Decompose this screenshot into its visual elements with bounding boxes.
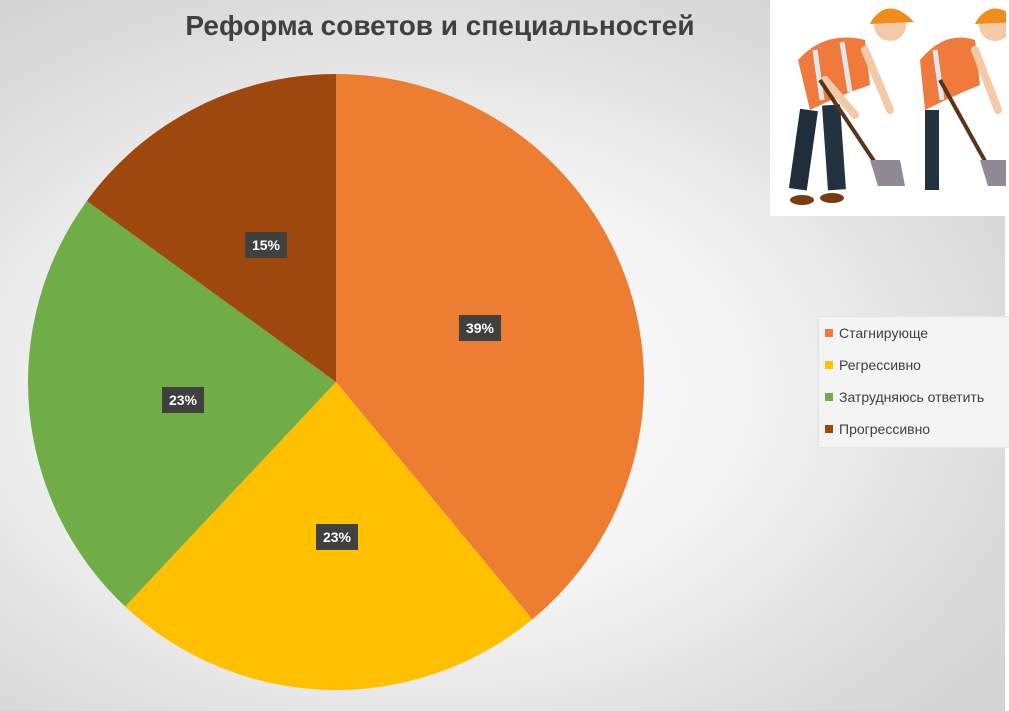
worker-figure xyxy=(788,8,914,205)
legend-label: Прогрессивно xyxy=(839,421,931,437)
legend-label: Регрессивно xyxy=(839,357,921,373)
data-label-text: 15% xyxy=(252,237,281,253)
data-label-text: 39% xyxy=(466,320,495,336)
legend-item: Прогрессивно xyxy=(819,413,1009,445)
data-label: 39% xyxy=(459,315,501,341)
legend-swatch xyxy=(825,425,833,433)
worker-figure xyxy=(920,8,1006,190)
data-label-text: 23% xyxy=(323,529,352,545)
workers-illustration xyxy=(770,0,1006,216)
legend-label: Стагнирующе xyxy=(839,325,929,341)
legend-item: Стагнирующе xyxy=(819,317,1009,349)
data-label: 23% xyxy=(316,524,358,550)
legend-swatch xyxy=(825,361,833,369)
legend-item: Регрессивно xyxy=(819,349,1009,381)
pie-slice xyxy=(336,74,644,620)
data-label: 23% xyxy=(162,387,204,413)
chart-legend: Стагнирующе Регрессивно Затрудняюсь ответи… xyxy=(818,316,1009,448)
legend-swatch xyxy=(825,329,833,337)
data-label: 15% xyxy=(245,232,287,258)
legend-item: Затрудняюсь ответить xyxy=(819,381,1009,413)
legend-label: Затрудняюсь ответить xyxy=(839,389,985,405)
data-label-text: 23% xyxy=(169,392,198,408)
legend-swatch xyxy=(825,393,833,401)
pie-slice xyxy=(86,74,336,382)
chart-title: Реформа советов и специальностей xyxy=(185,10,695,41)
